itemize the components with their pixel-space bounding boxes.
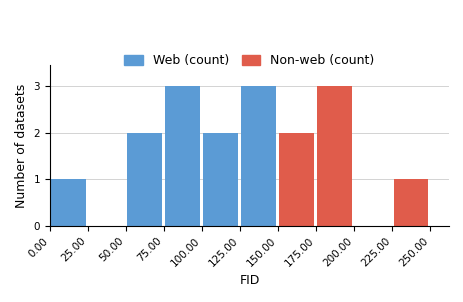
Legend: Web (count), Non-web (count): Web (count), Non-web (count) [119, 49, 379, 72]
Bar [203, 133, 238, 226]
X-axis label: FID: FID [239, 274, 259, 287]
Bar [279, 133, 314, 226]
Bar [165, 86, 200, 226]
Y-axis label: Number of datasets: Number of datasets [15, 84, 28, 208]
Bar [317, 179, 352, 226]
Bar [317, 86, 352, 226]
Bar [393, 179, 427, 226]
Bar [241, 86, 276, 226]
Bar [51, 179, 86, 226]
Bar [127, 133, 162, 226]
